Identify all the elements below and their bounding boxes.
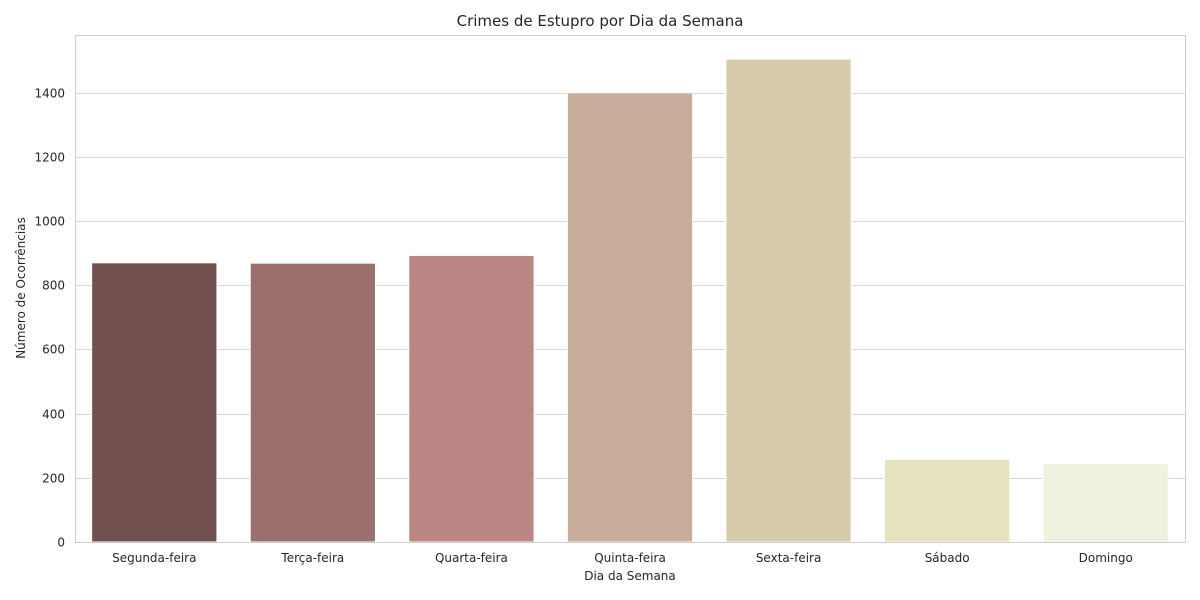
bar-0 (91, 262, 218, 543)
bar-3 (566, 92, 694, 543)
bar-4 (725, 58, 852, 543)
x-tick-label: Quinta-feira (594, 551, 666, 565)
y-tick-label: 1400 (34, 87, 65, 101)
x-axis-label: Dia da Semana (584, 569, 676, 583)
y-tick-label: 1200 (34, 151, 65, 165)
bar-1 (249, 262, 376, 543)
y-tick-label: 1000 (34, 215, 65, 229)
chart-title: Crimes de Estupro por Dia da Semana (456, 12, 744, 30)
x-tick-label: Domingo (1079, 551, 1133, 565)
y-tick-label: 0 (57, 536, 65, 550)
tick-layer: 0 200 400 600 800 1000 1200 1400 Segunda-feira Te… (34, 87, 1132, 566)
x-tick-label: Terça-feira (280, 551, 344, 565)
bar-layer (91, 58, 1169, 543)
x-tick-label: Quarta-feira (435, 551, 508, 565)
bar-6 (1042, 463, 1169, 543)
bar-5 (884, 458, 1011, 543)
plot-frame (75, 35, 1186, 543)
x-tick-label: Sábado (925, 551, 970, 565)
y-tick-label: 600 (42, 343, 65, 357)
bar-2 (408, 254, 535, 543)
y-tick-label: 800 (42, 279, 65, 293)
x-tick-label: Sexta-feira (756, 551, 822, 565)
y-tick-label: 400 (42, 408, 65, 422)
x-tick-label: Segunda-feira (112, 551, 196, 565)
y-tick-label: 200 (42, 472, 65, 486)
